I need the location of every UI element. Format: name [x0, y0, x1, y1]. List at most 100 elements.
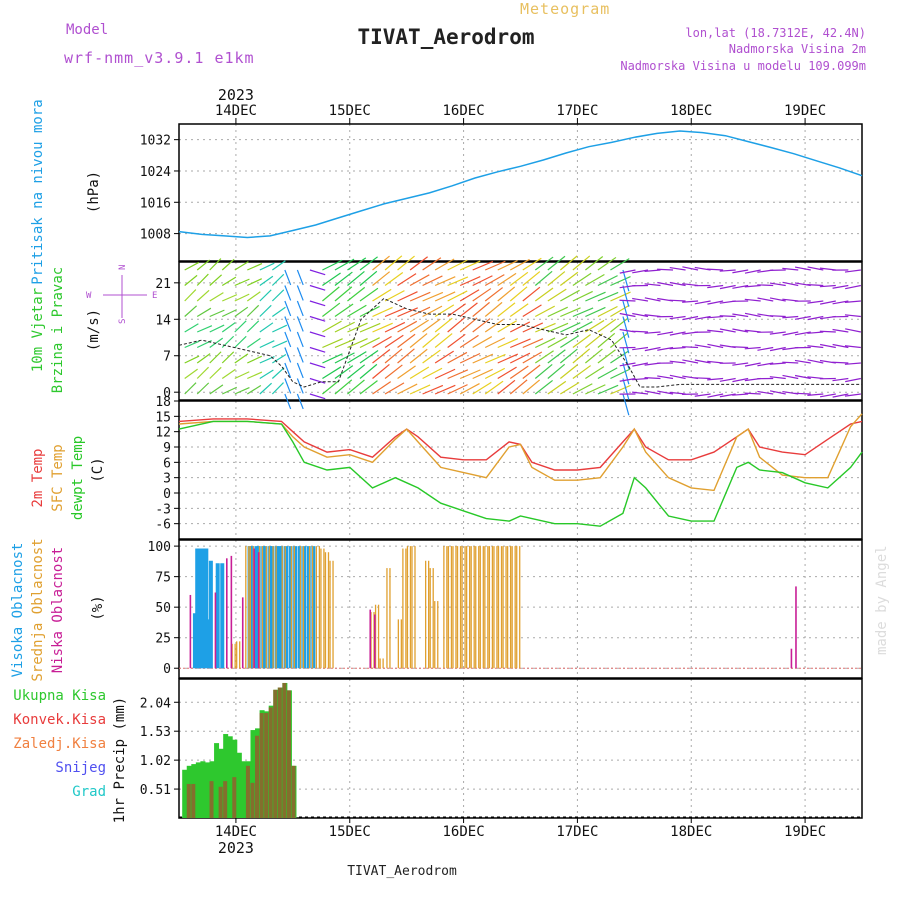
cloud-ylabel-mid: Srednja Oblacnost — [30, 538, 46, 681]
x-bottom-tick-label: 16DEC — [443, 824, 485, 840]
wind-arrow — [498, 354, 518, 363]
wind-arrow — [310, 379, 325, 384]
wind-arrow — [448, 385, 468, 394]
wind-arrow — [285, 286, 291, 301]
precip-bar — [250, 783, 254, 818]
wind-arrow — [310, 332, 325, 337]
wind-arrow — [435, 292, 455, 301]
precip-unit: 1hr Precip (mm) — [112, 697, 128, 823]
wind-arrow — [832, 362, 848, 363]
precip-bar — [210, 781, 214, 818]
wind-arrow — [272, 274, 283, 285]
wind-arrow — [247, 305, 258, 316]
precip-bar — [232, 777, 236, 818]
wind-arrow — [197, 326, 212, 332]
wind-arrow — [247, 338, 260, 347]
precip-bar — [191, 784, 195, 818]
wind-arrow — [585, 307, 605, 316]
precip-bar — [278, 688, 282, 818]
wind-arrow — [560, 323, 580, 332]
y-tick-label: 0 — [163, 662, 171, 677]
wind-arrow — [548, 337, 567, 348]
precip-bar — [228, 736, 233, 818]
y-tick-label: 9 — [163, 441, 171, 456]
wind-ylabel-2: Brzina i Pravac — [50, 267, 66, 393]
wind-arrow — [272, 307, 285, 316]
temp-line-1 — [179, 414, 862, 491]
precip-bar — [196, 762, 201, 818]
temp-ylabel-2m: 2m Temp — [30, 448, 46, 507]
footer-station: TIVAT_Aerodrom — [347, 864, 457, 879]
precip-legend-item: Ukupna Kisa — [13, 688, 106, 704]
wind-arrow — [285, 317, 291, 332]
wind-arrow — [732, 347, 748, 348]
wind-arrow — [185, 306, 197, 317]
wind-arrow — [285, 332, 291, 347]
x-bottom-tick-label: 17DEC — [556, 824, 598, 840]
station-title: TIVAT_Aerodrom — [357, 25, 534, 49]
wind-arrow — [598, 306, 618, 316]
y-tick-label: 1024 — [140, 165, 171, 180]
wind-arrow — [310, 394, 325, 399]
temp-ylabel-sfc: SFC Temp — [50, 444, 66, 511]
wind-arrow — [657, 269, 673, 270]
precip-legend-item: Konvek.Kisa — [13, 712, 106, 728]
wind-arrow — [197, 354, 210, 363]
wind-arrow — [185, 341, 200, 347]
wind-arrow — [297, 332, 303, 347]
lonlat-label: lon,lat (18.7312E, 42.4N) — [685, 26, 866, 40]
wind-arrow — [610, 292, 630, 301]
wind-arrow — [235, 307, 248, 316]
precip-bar — [246, 766, 250, 818]
wind-arrow — [222, 352, 233, 363]
y-tick-label: 6 — [163, 456, 171, 471]
wind-arrow — [670, 300, 686, 301]
x-top-tick-label: 14DEC — [215, 103, 257, 119]
wind-arrow — [535, 338, 555, 348]
wind-arrow — [347, 339, 367, 348]
wind-arrow — [795, 393, 811, 394]
x-bottom-tick-label: 18DEC — [670, 824, 712, 840]
precip-bar — [219, 787, 223, 818]
precip-bar — [214, 743, 219, 818]
cloud-ylabel-low: Niska Oblacnost — [50, 547, 66, 673]
wind-arrow — [185, 324, 199, 332]
wind-arrow — [322, 354, 342, 363]
wind-arrow — [770, 316, 786, 317]
wind-arrow — [548, 323, 568, 332]
wind-arrow — [235, 279, 250, 285]
wind-unit: (m/s) — [86, 309, 102, 351]
wind-arrow — [435, 385, 455, 394]
wind-arrow — [448, 291, 468, 301]
precip-bar — [260, 713, 264, 818]
y-tick-label: 1032 — [140, 134, 171, 149]
precip-bar — [205, 762, 210, 818]
wind-arrow — [272, 368, 284, 379]
precip-bar — [241, 761, 246, 818]
compass-e: E — [152, 291, 157, 301]
y-tick-label: 7 — [163, 350, 171, 365]
y-tick-label: 0.51 — [140, 783, 171, 798]
wind-arrow — [297, 286, 303, 301]
wind-arrow — [222, 295, 237, 301]
wind-arrow — [510, 353, 530, 363]
wind-arrow — [460, 384, 479, 394]
compass-s: S — [118, 319, 128, 324]
wind-arrow — [272, 290, 283, 301]
wind-arrow — [235, 262, 249, 270]
wind-ylabel-1: 10m Vjetar — [30, 288, 46, 372]
y-tick-label: 0 — [163, 487, 171, 502]
compass-w: W — [86, 291, 92, 301]
x-bottom-tick-label: 14DEC — [215, 824, 257, 840]
wind-arrow — [260, 305, 271, 316]
wind-arrow — [222, 369, 235, 378]
precip-legend-item: Grad — [72, 784, 106, 800]
wind-arrow — [473, 369, 493, 378]
wind-arrow — [272, 341, 287, 347]
wind-arrow — [185, 383, 196, 394]
wind-arrow — [222, 323, 235, 332]
x-top-year: 2023 — [218, 86, 254, 104]
wind-arrow — [197, 290, 209, 301]
wind-arrow — [185, 262, 199, 270]
wind-arrow — [782, 362, 798, 363]
